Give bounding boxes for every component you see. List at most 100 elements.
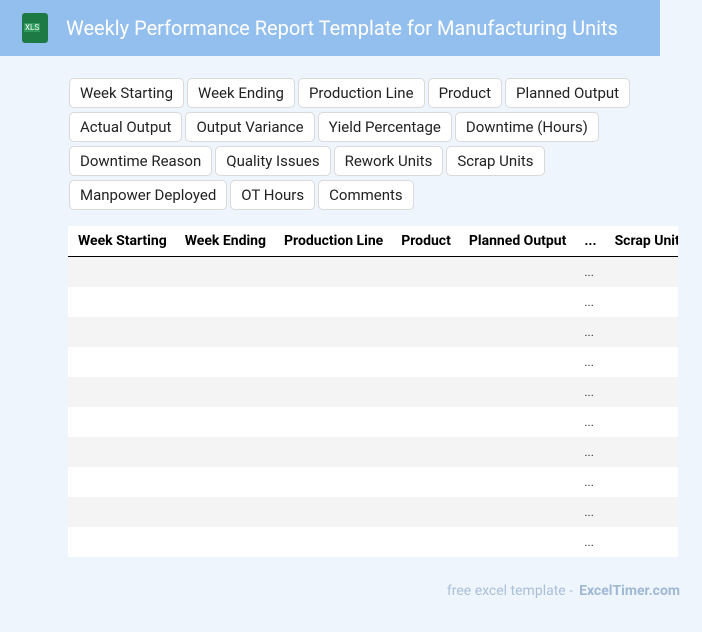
table-cell bbox=[274, 497, 392, 527]
header-row: Week Starting Week Ending Production Line P… bbox=[68, 226, 678, 257]
column-header: Week Starting bbox=[68, 226, 175, 257]
table-cell: ... bbox=[584, 415, 594, 429]
table-row: ... bbox=[68, 377, 678, 407]
table-cell bbox=[604, 377, 678, 407]
xls-icon: XLS bbox=[22, 13, 48, 43]
tag[interactable]: Yield Percentage bbox=[317, 112, 452, 142]
tag[interactable]: Production Line bbox=[297, 78, 425, 108]
table-cell bbox=[175, 407, 274, 437]
table-cell: ... bbox=[584, 535, 594, 549]
table-cell bbox=[605, 347, 678, 377]
table-row: ... bbox=[68, 527, 678, 557]
table-cell bbox=[68, 377, 175, 407]
table-cell bbox=[605, 407, 678, 437]
table-row: ... bbox=[68, 467, 678, 497]
table-cell bbox=[68, 407, 175, 437]
tag[interactable]: Downtime Reason bbox=[69, 146, 213, 176]
tag[interactable]: Manpower Deployed bbox=[69, 180, 228, 210]
tag[interactable]: OT Hours bbox=[230, 180, 316, 210]
table-cell: ... bbox=[584, 355, 594, 369]
table-cell bbox=[459, 287, 575, 317]
table-cell: ... bbox=[584, 295, 594, 309]
table-cell bbox=[274, 317, 392, 347]
table-cell bbox=[174, 497, 275, 527]
table-row: ... bbox=[68, 287, 678, 317]
table-cell bbox=[391, 527, 459, 557]
tag[interactable]: Rework Units bbox=[333, 146, 444, 176]
table-cell bbox=[458, 317, 575, 347]
table-cell bbox=[68, 467, 175, 497]
table-cell bbox=[274, 256, 392, 287]
icon-label: XLS bbox=[24, 23, 41, 32]
table-cell bbox=[274, 407, 391, 437]
table-cell bbox=[175, 527, 274, 557]
table-cell bbox=[274, 377, 392, 407]
table: Week Starting Week Ending Production Line P… bbox=[68, 226, 678, 557]
table-cell bbox=[175, 347, 274, 377]
table-cell bbox=[274, 437, 392, 467]
tag[interactable]: Output Variance bbox=[185, 112, 315, 142]
tag-list: Week Starting Week Ending Production Line P… bbox=[69, 78, 633, 214]
tag-row: Actual Output Output Variance Yield Percen… bbox=[69, 112, 633, 142]
table-cell bbox=[174, 377, 275, 407]
tag[interactable]: Scrap Units bbox=[446, 146, 545, 176]
table-cell bbox=[68, 347, 175, 377]
column-header: Product bbox=[391, 226, 459, 257]
table-cell bbox=[458, 497, 575, 527]
column-header: Planned Output bbox=[458, 226, 575, 257]
footer-brand[interactable]: ExcelTimer.com bbox=[579, 583, 680, 599]
table-cell bbox=[459, 347, 575, 377]
table-cell bbox=[274, 287, 391, 317]
table-cell bbox=[458, 256, 575, 287]
table-cell bbox=[391, 347, 459, 377]
table-cell bbox=[459, 467, 575, 497]
table-cell bbox=[605, 287, 678, 317]
table-cell bbox=[459, 407, 575, 437]
tag[interactable]: Comments bbox=[318, 180, 414, 210]
column-header: ... bbox=[574, 226, 605, 257]
table-row: ... bbox=[68, 256, 678, 287]
tag-row: Week Starting Week Ending Production Line P… bbox=[69, 78, 633, 108]
table-cell bbox=[68, 497, 175, 527]
tag-row: Manpower Deployed OT Hours Comments bbox=[69, 180, 633, 210]
table-cell: ... bbox=[574, 437, 605, 467]
tag[interactable]: Week Starting bbox=[69, 78, 184, 108]
column-header: Scrap Units bbox=[604, 226, 678, 257]
table-cell bbox=[274, 347, 391, 377]
table-cell bbox=[605, 527, 678, 557]
table-cell bbox=[68, 437, 175, 467]
table-cell bbox=[274, 467, 391, 497]
table-cell bbox=[68, 317, 175, 347]
tag[interactable]: Week Ending bbox=[187, 78, 295, 108]
column-header: Production Line bbox=[274, 226, 392, 257]
footer-text: free excel template - bbox=[446, 583, 574, 599]
title: Weekly Performance Report Template for M… bbox=[66, 16, 618, 40]
table-cell bbox=[391, 497, 459, 527]
table-row: ... bbox=[68, 497, 678, 527]
tag[interactable]: Downtime (Hours) bbox=[454, 112, 599, 142]
table-cell bbox=[458, 437, 575, 467]
footer: free excel template - ExcelTimer.com bbox=[447, 583, 680, 599]
table-cell bbox=[391, 407, 459, 437]
table-row: ... bbox=[68, 347, 678, 377]
table-cell bbox=[604, 317, 678, 347]
table-cell bbox=[458, 377, 575, 407]
tag[interactable]: Quality Issues bbox=[215, 146, 331, 176]
table-cell bbox=[68, 527, 175, 557]
table-cell bbox=[391, 256, 459, 287]
table-cell bbox=[604, 437, 678, 467]
table-cell bbox=[391, 287, 459, 317]
table-cell bbox=[174, 256, 275, 287]
tag-row: Downtime Reason Quality Issues Rework Unit… bbox=[69, 146, 633, 176]
tag[interactable]: Actual Output bbox=[69, 112, 183, 142]
table-cell bbox=[274, 527, 391, 557]
table-row: ... bbox=[68, 407, 678, 437]
table-cell: ... bbox=[574, 377, 605, 407]
table-cell bbox=[68, 287, 175, 317]
column-header: Week Ending bbox=[174, 226, 275, 257]
table-cell bbox=[68, 256, 175, 287]
tag[interactable]: Product bbox=[427, 78, 503, 108]
tag[interactable]: Planned Output bbox=[505, 78, 631, 108]
table-container: Week Starting Week Ending Production Line P… bbox=[68, 226, 678, 557]
